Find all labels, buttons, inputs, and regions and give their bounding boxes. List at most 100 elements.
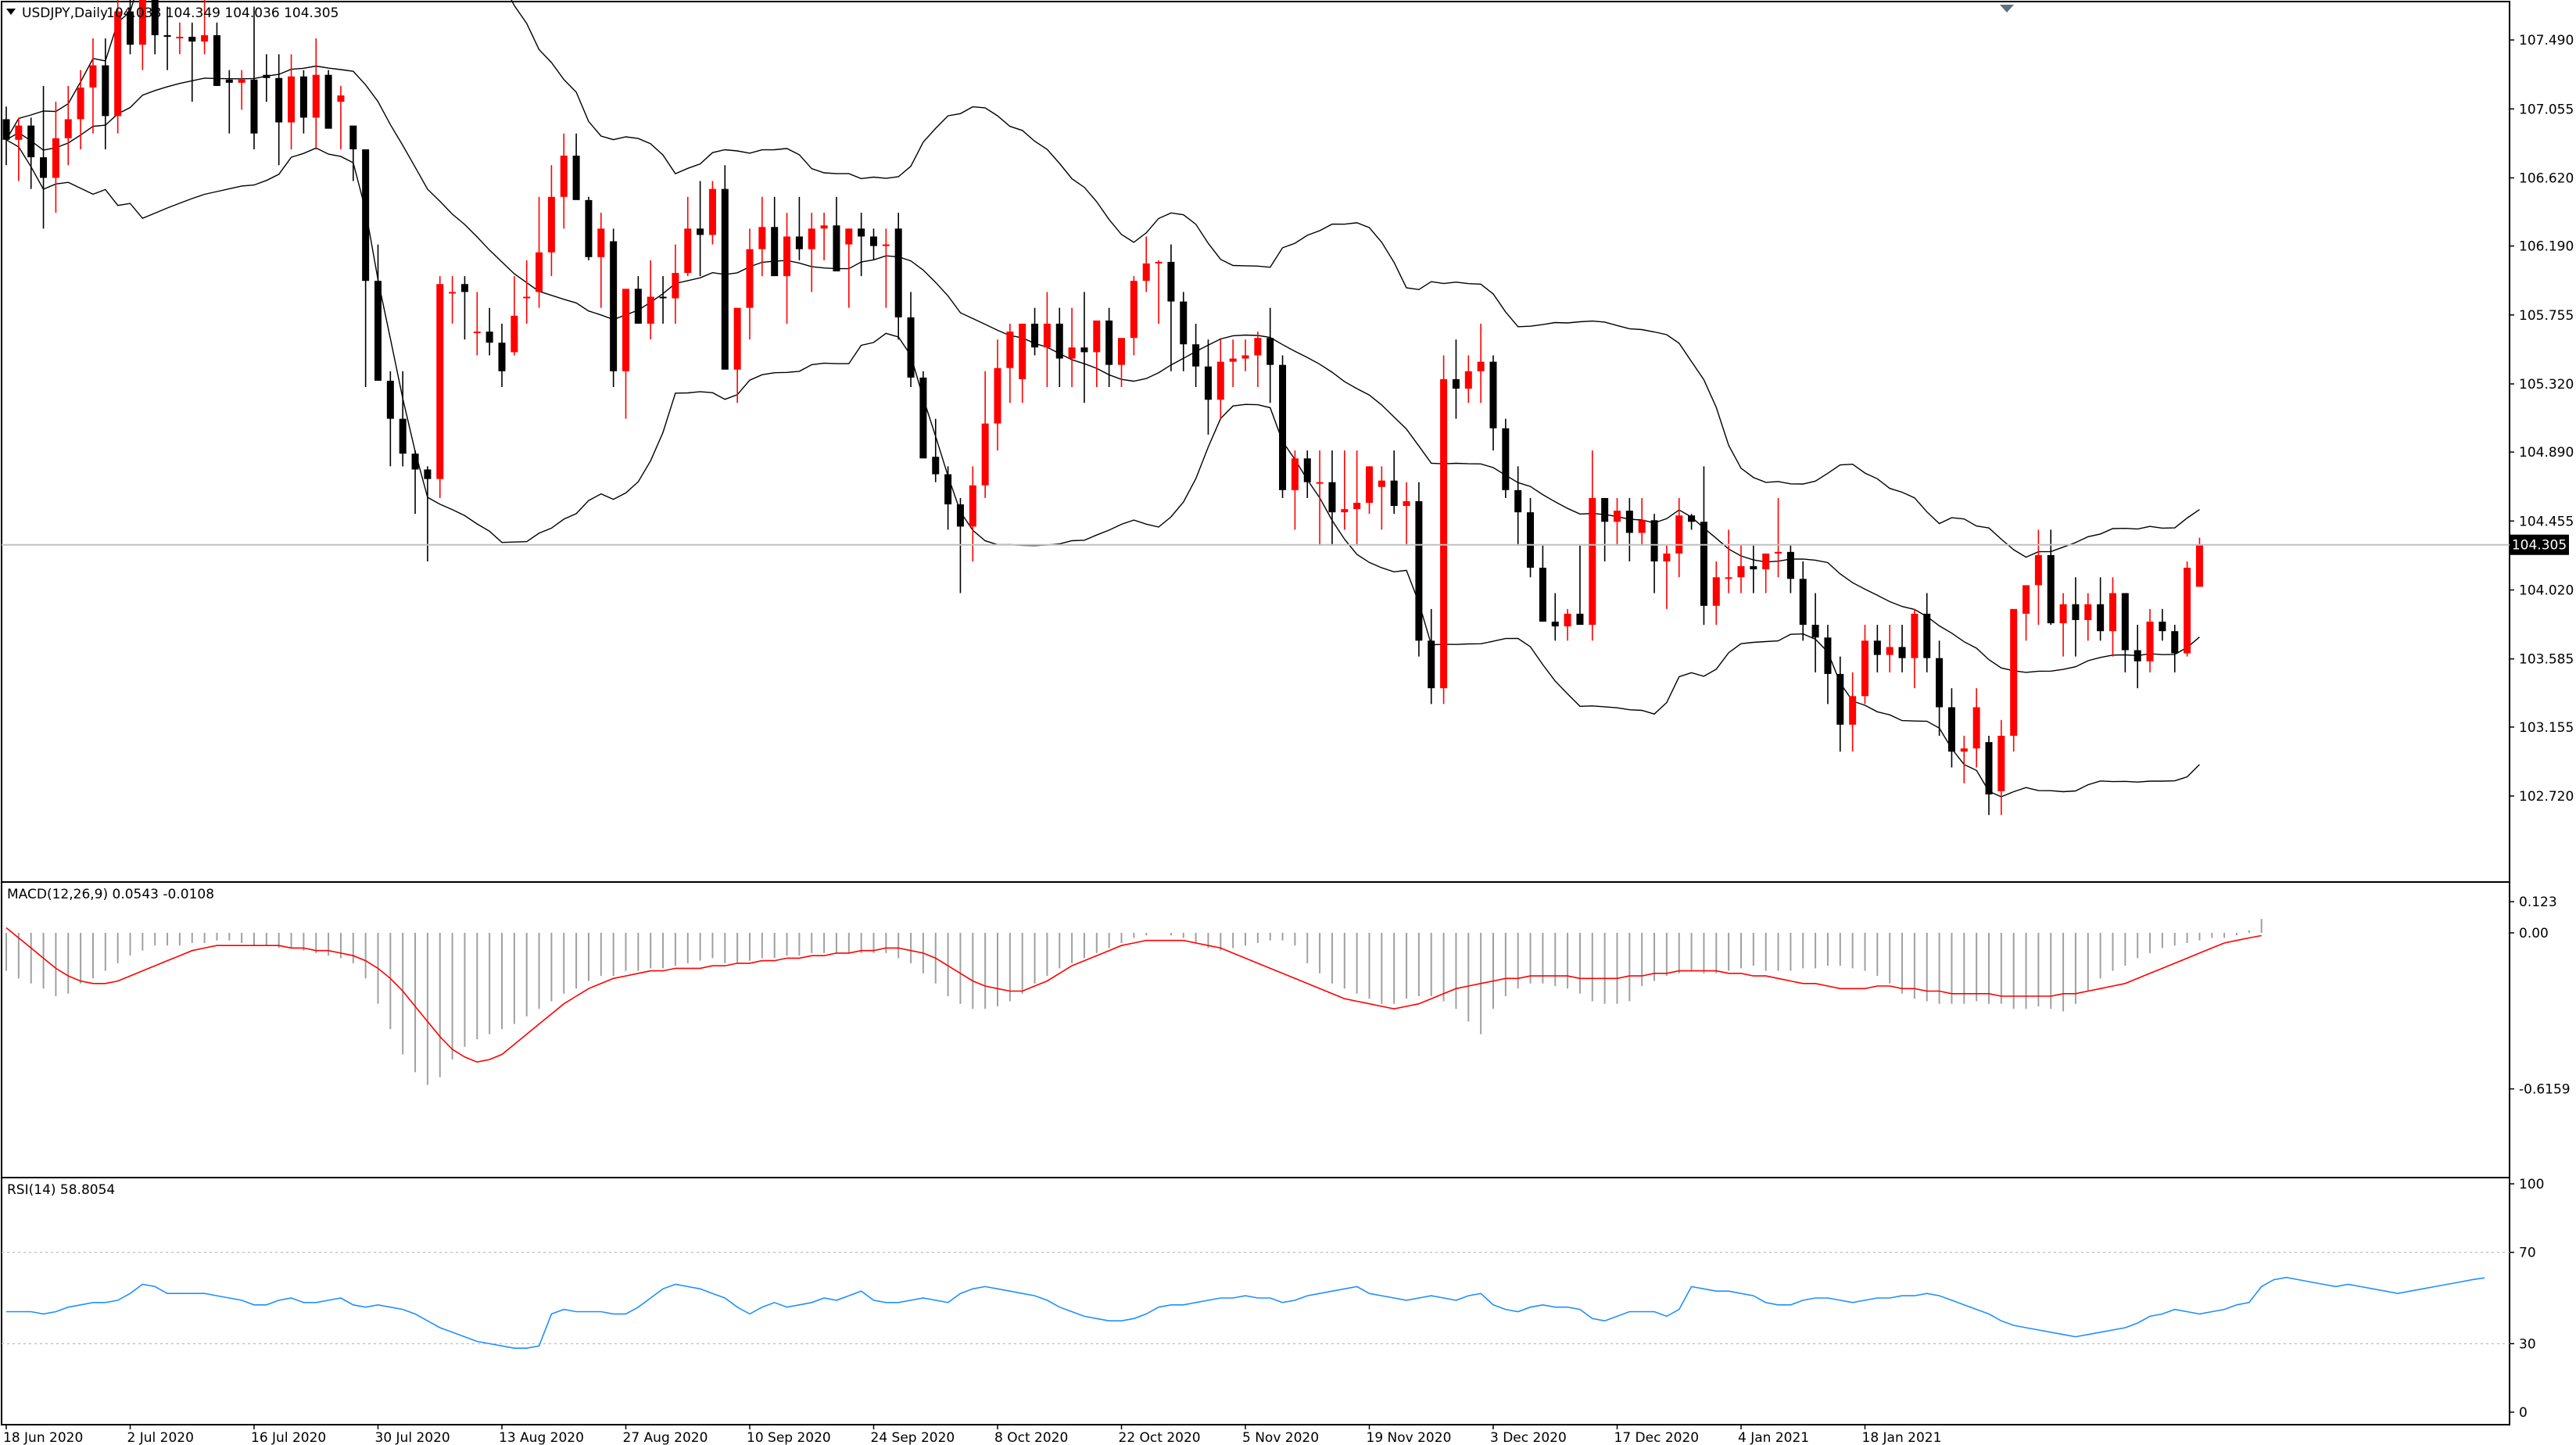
bollinger-bands	[5, 0, 2200, 798]
candle-body	[1093, 320, 1101, 353]
candle-body	[1737, 566, 1745, 578]
candle-body	[424, 469, 432, 479]
candle-body	[337, 95, 345, 102]
candle-body	[89, 65, 97, 88]
candle-body	[225, 79, 233, 83]
candle-body	[399, 418, 407, 454]
candle-body	[1886, 647, 1893, 655]
macd-axis-label: 0.123	[2519, 895, 2557, 910]
candle-body	[1898, 647, 1906, 658]
ohlc-label: 104.038 104.349 104.036 104.305	[106, 5, 339, 21]
candle-body	[1155, 261, 1163, 264]
price-axis-label: 104.455	[2519, 514, 2574, 529]
candle-body	[1142, 263, 1150, 281]
price-axis-label: 102.720	[2519, 789, 2574, 805]
symbol-dropdown-icon[interactable]	[6, 9, 16, 15]
candle-body	[1786, 551, 1794, 579]
candle-body	[52, 138, 59, 178]
candle-body	[288, 76, 296, 123]
candle-body	[1650, 520, 1658, 562]
price-axis-label: 104.890	[2519, 445, 2574, 461]
candle-body	[1564, 613, 1571, 627]
candle-body	[312, 74, 320, 118]
price-axis-label: 104.020	[2519, 583, 2574, 598]
candle-body	[1403, 500, 1410, 507]
candle-body	[1997, 735, 2005, 791]
candle-body	[944, 474, 952, 505]
candle-body	[1985, 742, 1993, 794]
candle-body	[1440, 378, 1448, 689]
macd-series	[5, 919, 2263, 1085]
candle-body	[1080, 347, 1088, 353]
date-axis-label: 17 Dec 2020	[1614, 1430, 1700, 1445]
candle-body	[956, 504, 964, 527]
candle-body	[2097, 604, 2105, 632]
candle-body	[1291, 458, 1299, 490]
candle-body	[2146, 622, 2154, 662]
candle-body	[1663, 553, 1671, 562]
candle-body	[2171, 631, 2179, 654]
symbol-label: USDJPY,Daily	[22, 5, 108, 21]
candle-body	[1477, 361, 1485, 371]
candle-body	[1303, 458, 1311, 482]
candle-body	[1130, 281, 1138, 339]
rsi-axis-label: 100	[2519, 1177, 2544, 1192]
candle-body	[1700, 522, 1707, 606]
candle-body	[2072, 604, 2080, 621]
candle-body	[411, 454, 419, 470]
candle-body	[659, 296, 667, 299]
candle-body	[721, 188, 729, 370]
candle-body	[263, 74, 270, 78]
candle-body	[1390, 480, 1398, 507]
price-axis-label: 103.155	[2519, 720, 2574, 736]
candle-body	[994, 368, 1001, 424]
candle-body	[127, 11, 134, 45]
candle-body	[907, 317, 915, 378]
candle-body	[1824, 637, 1832, 674]
candle-body	[610, 241, 618, 371]
chart-shift-marker-icon[interactable]	[2000, 5, 2014, 13]
date-axis-label: 3 Dec 2020	[1490, 1430, 1567, 1445]
candle-body	[460, 284, 468, 292]
candle-body	[362, 149, 370, 281]
candle-body	[1167, 261, 1175, 302]
date-axis-label: 30 Jul 2020	[375, 1430, 450, 1445]
candle-body	[1254, 338, 1262, 356]
candle-body	[733, 307, 741, 370]
candle-body	[2121, 593, 2129, 651]
candle-body	[1861, 640, 1868, 697]
candle-body	[845, 228, 853, 245]
candle-body	[1960, 748, 1968, 752]
candle-body	[981, 423, 989, 486]
candle-body	[511, 315, 518, 353]
candle-body	[2, 119, 10, 140]
candle-body	[1539, 568, 1546, 622]
candle-body	[151, 0, 159, 36]
candle-body	[2159, 622, 2166, 632]
date-axis-label: 18 Jun 2020	[3, 1430, 83, 1445]
candle-body	[114, 11, 122, 117]
candle-body	[102, 65, 109, 117]
candle-body	[1378, 480, 1385, 487]
candle-body	[622, 289, 629, 371]
bb-middle-line	[5, 65, 2200, 673]
candle-body	[672, 273, 679, 299]
candle-body	[1489, 361, 1497, 428]
candle-body	[746, 249, 754, 308]
macd-label: MACD(12,26,9) 0.0543 -0.0108	[7, 887, 214, 902]
candle-body	[1589, 497, 1596, 626]
candle-body	[1267, 338, 1274, 365]
candle-body	[1750, 566, 1757, 570]
candle-body	[1055, 323, 1063, 359]
price-axis-label: 107.055	[2519, 102, 2574, 117]
candle-body	[250, 79, 258, 134]
rsi-panel-frame	[1, 1177, 2510, 1425]
candle-body	[27, 125, 35, 158]
candle-body	[1452, 378, 1460, 389]
candle-body	[1019, 323, 1026, 379]
date-axis-label: 24 Sep 2020	[871, 1430, 955, 1445]
candle-body	[1725, 577, 1732, 579]
candle-body	[1638, 520, 1646, 533]
price-axis-label: 105.320	[2519, 377, 2574, 393]
candle-body	[1923, 613, 1931, 658]
